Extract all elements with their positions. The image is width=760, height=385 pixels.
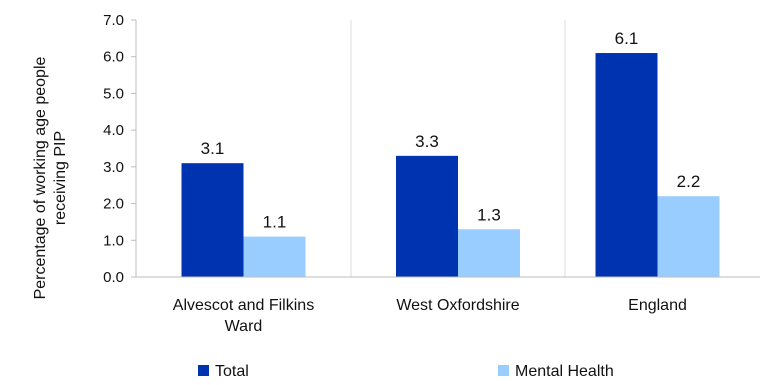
x-category-label-line: Ward: [225, 318, 263, 335]
bar-total: [595, 53, 658, 277]
bar-total: [396, 155, 458, 277]
data-label: 1.1: [263, 213, 287, 232]
y-axis-title-line: Percentage of working age people: [32, 56, 49, 299]
data-label: 1.3: [477, 205, 501, 224]
x-category-label: Alvescot and Filkins Ward: [173, 297, 314, 335]
bar-mental-health: [458, 229, 520, 277]
y-tick-label: 5.0: [103, 85, 124, 102]
data-label: 3.3: [415, 132, 439, 151]
data-label: 6.1: [615, 29, 639, 48]
y-tick-label: 3.0: [103, 159, 124, 176]
y-tick-label: 4.0: [103, 122, 124, 139]
x-category-label: England: [628, 297, 687, 314]
data-label: 2.2: [677, 172, 701, 191]
legend: Total Mental Health: [198, 363, 614, 380]
bars-layer: [181, 53, 720, 277]
legend-label: Total: [215, 363, 249, 380]
grid-layer: [350, 20, 566, 277]
y-tick-label: 7.0: [103, 12, 124, 29]
y-axis-title-line: receiving PIP: [52, 131, 69, 225]
y-axis-title: Percentage of working age people receivin…: [32, 56, 69, 299]
legend-swatch: [198, 365, 209, 376]
bar-mental-health: [243, 236, 306, 277]
legend-label: Mental Health: [515, 363, 614, 380]
y-tick-label: 2.0: [103, 196, 124, 213]
x-category-label-line: England: [628, 297, 687, 314]
x-category-label: West Oxfordshire: [396, 297, 519, 314]
bar-total: [181, 163, 244, 277]
x-category-label-line: West Oxfordshire: [396, 297, 519, 314]
axis-layer: 0.0 1.0 2.0 3.0 4.0 5.0 6.0 7.0: [103, 12, 760, 286]
y-tick-label: 6.0: [103, 49, 124, 66]
legend-swatch: [498, 365, 509, 376]
y-tick-label: 1.0: [103, 232, 124, 249]
data-label: 3.1: [201, 139, 225, 158]
y-tick-label: 0.0: [103, 269, 124, 286]
labels-layer: 3.1 1.1 3.3 1.3 6.1 2.2 Alvescot and Filkins Wa…: [32, 29, 700, 335]
bar-mental-health: [657, 196, 720, 277]
x-category-label-line: Alvescot and Filkins: [173, 297, 314, 314]
